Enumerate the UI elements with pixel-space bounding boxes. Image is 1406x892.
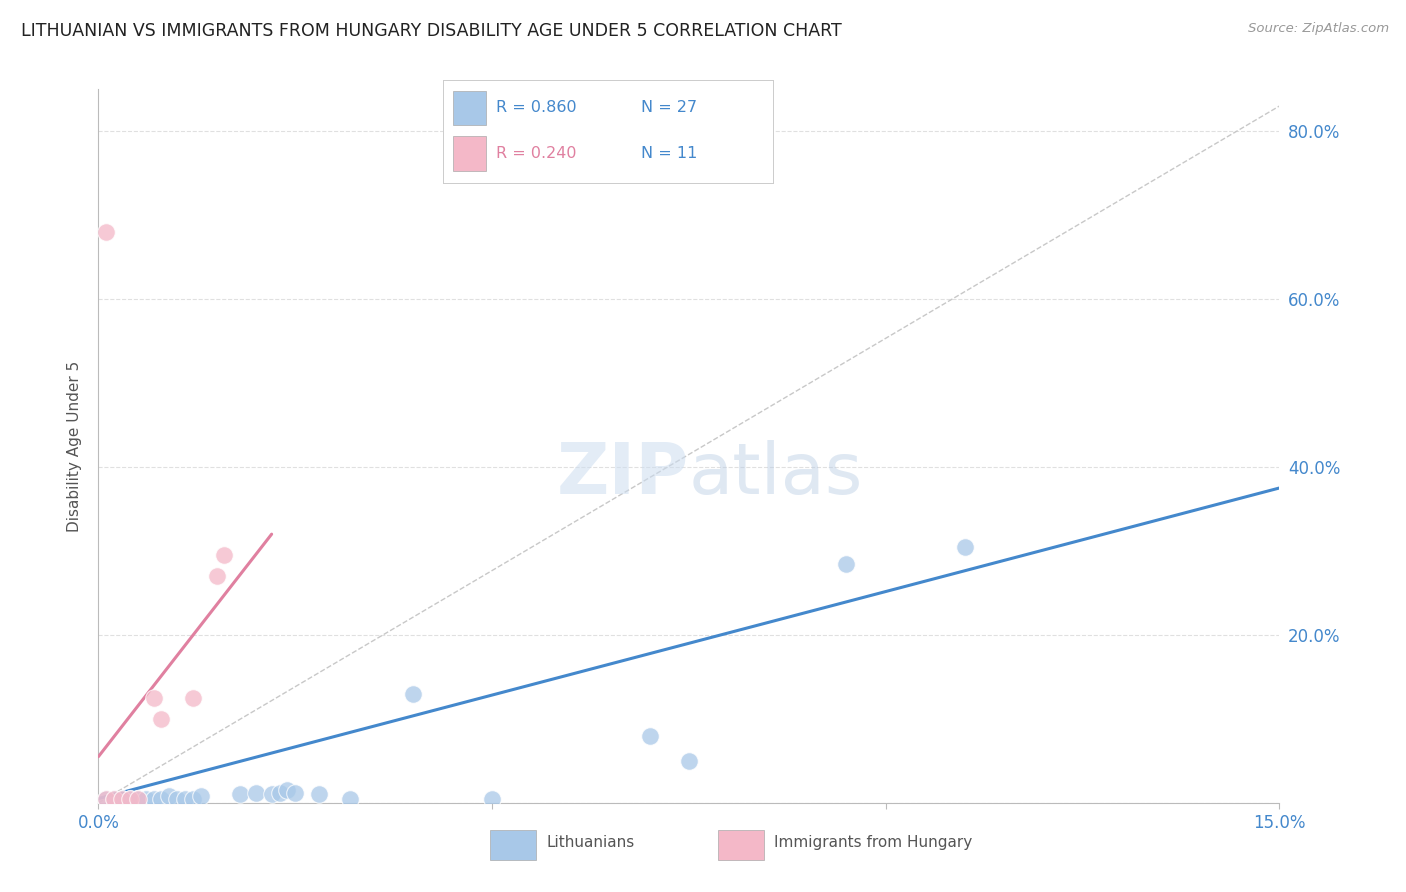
Text: Immigrants from Hungary: Immigrants from Hungary <box>773 835 972 850</box>
Point <box>96 791 118 805</box>
Point <box>111 791 134 805</box>
Text: R = 0.860: R = 0.860 <box>496 101 576 115</box>
Point <box>127 791 149 805</box>
Point <box>103 791 125 805</box>
Point <box>205 569 228 583</box>
Point <box>150 791 173 805</box>
Point <box>103 791 125 805</box>
Point <box>150 712 173 726</box>
Point <box>142 791 165 805</box>
Point <box>260 788 283 802</box>
Point <box>402 687 425 701</box>
Point <box>308 788 330 802</box>
Point <box>181 791 204 805</box>
Text: atlas: atlas <box>689 440 863 509</box>
Point <box>245 786 267 800</box>
Point <box>135 791 157 805</box>
Text: N = 11: N = 11 <box>641 145 697 161</box>
Point <box>481 791 503 805</box>
Bar <box>453 91 486 126</box>
Point <box>174 791 197 805</box>
Point <box>118 791 141 805</box>
Bar <box>453 136 486 170</box>
Point <box>127 791 149 805</box>
Point <box>214 548 236 562</box>
Point <box>142 690 165 705</box>
Point <box>111 791 134 805</box>
Text: R = 0.240: R = 0.240 <box>496 145 576 161</box>
Point <box>166 791 188 805</box>
Point <box>96 791 118 805</box>
Point <box>229 788 252 802</box>
Bar <box>718 830 763 860</box>
Y-axis label: Disability Age Under 5: Disability Age Under 5 <box>67 360 83 532</box>
Point <box>190 789 212 803</box>
Point <box>181 690 204 705</box>
Point <box>269 786 291 800</box>
Text: ZIP: ZIP <box>557 440 689 509</box>
Bar <box>491 830 536 860</box>
Text: LITHUANIAN VS IMMIGRANTS FROM HUNGARY DISABILITY AGE UNDER 5 CORRELATION CHART: LITHUANIAN VS IMMIGRANTS FROM HUNGARY DI… <box>21 22 842 40</box>
Point <box>638 729 661 743</box>
Text: Lithuanians: Lithuanians <box>546 835 634 850</box>
Point <box>284 786 307 800</box>
Point <box>276 783 298 797</box>
Point <box>96 225 118 239</box>
Point <box>157 789 180 803</box>
Text: N = 27: N = 27 <box>641 101 697 115</box>
Text: Source: ZipAtlas.com: Source: ZipAtlas.com <box>1249 22 1389 36</box>
Point <box>835 557 858 571</box>
Point <box>953 540 976 554</box>
Point <box>678 754 700 768</box>
Point <box>118 791 141 805</box>
Point <box>339 791 361 805</box>
